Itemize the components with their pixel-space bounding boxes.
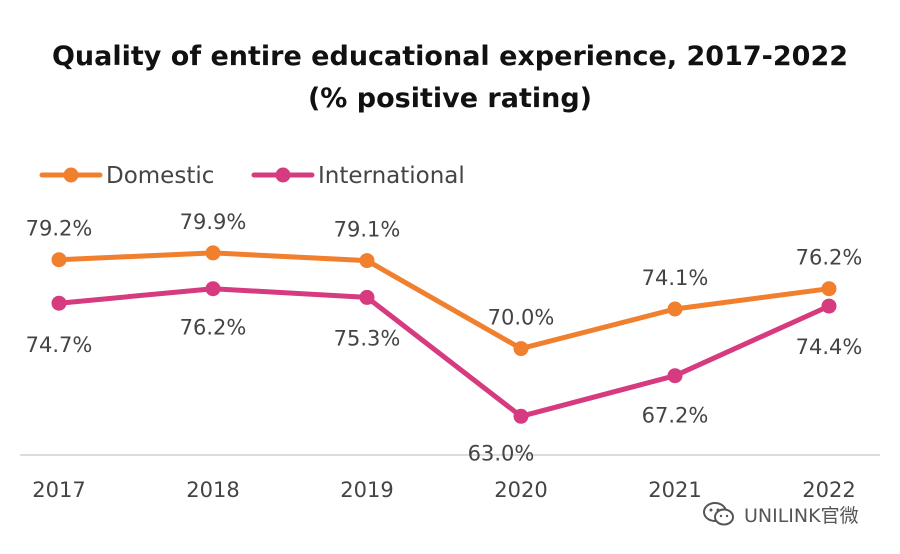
series-line-domestic (56, 250, 832, 352)
data-label-international: 74.7% (26, 333, 93, 357)
data-label-domestic: 76.2% (796, 246, 863, 270)
data-point-domestic (667, 301, 683, 317)
data-point-domestic (205, 245, 221, 261)
x-tick-label: 2020 (494, 478, 547, 502)
x-tick-label: 2017 (32, 478, 85, 502)
data-label-international: 74.4% (796, 335, 863, 359)
x-tick-label: 2018 (186, 478, 239, 502)
data-label-domestic: 70.0% (488, 306, 555, 330)
data-label-domestic: 79.9% (180, 210, 247, 234)
data-point-domestic (51, 252, 67, 268)
data-point-international (821, 298, 837, 314)
watermark: UNILINK官微 (702, 500, 859, 528)
legend-marker-international (275, 167, 291, 183)
series-layer (51, 245, 837, 424)
data-label-international: 63.0% (468, 441, 535, 465)
x-axis-ticks: 2017 2018 2019 2020 2021 2022 (32, 478, 855, 502)
legend-label-international: International (318, 163, 465, 189)
data-point-domestic (821, 281, 837, 297)
data-point-international (205, 281, 221, 297)
data-label-domestic: 79.1% (334, 218, 401, 242)
legend-marker-domestic (63, 167, 79, 183)
data-point-international (359, 289, 375, 305)
data-label-international: 76.2% (180, 316, 247, 340)
data-point-international (51, 295, 67, 311)
data-point-international (667, 368, 683, 384)
data-labels: 79.2% 79.9% 79.1% 70.0% 74.1% 76.2% 74.7% 76.2%… (26, 210, 863, 465)
data-label-international: 75.3% (334, 326, 401, 350)
data-label-international: 67.2% (642, 404, 709, 428)
data-label-domestic: 74.1% (642, 266, 709, 290)
x-tick-label: 2019 (340, 478, 393, 502)
x-tick-label: 2022 (802, 478, 855, 502)
legend-label-domestic: Domestic (106, 163, 214, 189)
watermark-text: UNILINK官微 (744, 504, 859, 527)
x-tick-label: 2021 (648, 478, 701, 502)
data-point-international (513, 408, 529, 424)
chart-title-line-2: (% positive rating) (307, 83, 593, 114)
chart-title-line-1: Quality of entire educational experience… (51, 41, 849, 72)
data-point-domestic (513, 341, 529, 357)
wechat-icon (703, 502, 734, 526)
legend: Domestic International (39, 163, 465, 189)
series-line-international (56, 286, 832, 419)
chart-title: Quality of entire educational experience… (0, 36, 900, 120)
data-label-domestic: 79.2% (26, 217, 93, 241)
data-point-domestic (359, 253, 375, 269)
